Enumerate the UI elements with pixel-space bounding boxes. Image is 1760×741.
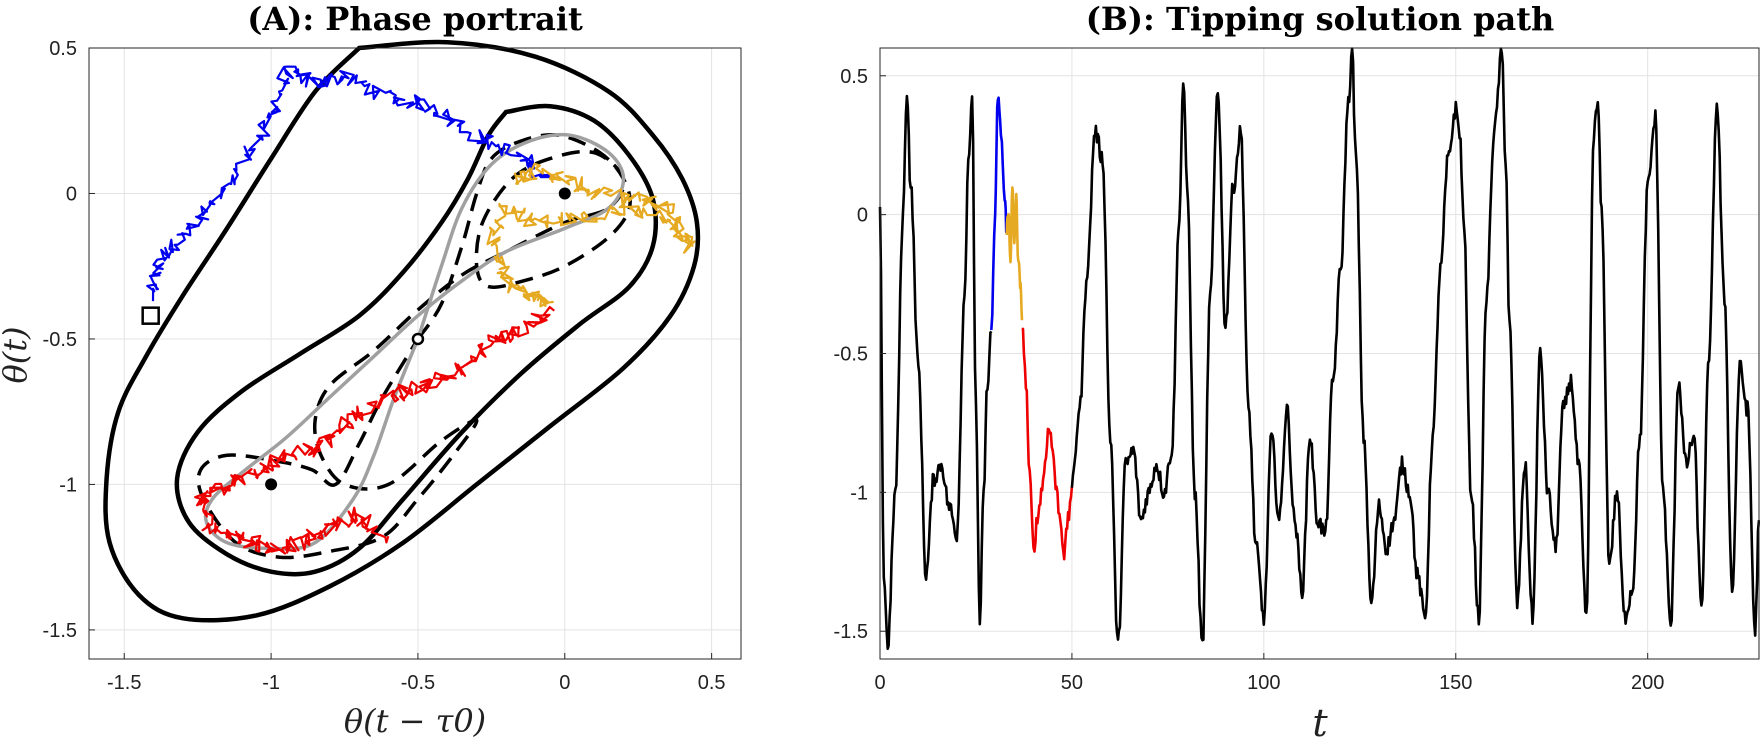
panel-b-xtick-label: 0 [874,672,885,694]
panel-a-tipping-path-blue [146,65,553,302]
panel-a-xlabel: θ(t − τ0) [344,702,486,740]
panel-a-tipping-path-orange [486,162,696,308]
panel-b-ytick-label: -1 [850,482,868,504]
panel-b-tipping-path: (B): Tipping solution path 0 50 100 150 200 -… [834,0,1760,741]
panel-b-xtick-label: 200 [1631,672,1664,694]
panel-a-tipping-path-red-line [194,306,555,555]
panel-a-ticks: -1.5 -1 -0.5 0 0.5 -1.5 -1 -0.5 0 0.5 [43,38,726,694]
panel-a-xtick-label: 0.5 [698,672,726,694]
panel-a-xtick-label: -0.5 [401,672,435,694]
panel-a-saddle-point [411,332,425,346]
panel-a-ytick-label: 0 [66,183,77,205]
panel-a-stable-point-lower [265,478,278,491]
panel-a-ytick-label: -1 [59,474,77,496]
panel-a-plot-area [103,39,701,623]
panel-a-ytick-label: -1.5 [43,620,77,642]
panel-a-title: (A): Phase portrait [247,0,583,38]
panel-b-plot-area [878,47,1760,651]
panel-b-ticks: 0 50 100 150 200 -1.5 -1 -0.5 0 0.5 [834,66,1665,694]
panel-a-stable-point-upper [558,187,571,200]
panel-b-xtick-label: 150 [1439,672,1472,694]
panel-b-xtick-label: 100 [1247,672,1280,694]
panel-b-ytick-label: -1.5 [834,621,868,643]
panel-a-xtick-label: -1 [262,672,280,694]
panel-b-path-black-post [1070,47,1760,642]
panel-b-ytick-label: 0 [857,205,868,227]
panel-b-grid [879,48,1759,659]
panel-b-path-red [1021,327,1074,561]
panel-a-axes-frame [88,47,742,660]
panel-b-path-black-pre [878,94,993,651]
panel-a-inner-solid-orbit [174,103,659,577]
panel-b-ytick-label: -0.5 [834,344,868,366]
panel-a-tipping-path-blue-line [146,65,553,302]
panel-a-ytick-label: -0.5 [43,329,77,351]
panel-a-tipping-path-orange-line [486,162,696,308]
panel-a-unstable-figure-eight [203,132,626,551]
panel-a-phase-portrait: (A): Phase portrait -1.5 -1 -0.5 0 0.5-1.5-1… [0,0,742,740]
panel-b-path-blue [990,96,1008,331]
panel-a-xtick-label: -1.5 [107,672,141,694]
panel-b-xtick-label: 50 [1061,672,1083,694]
panel-b-xlabel: t [1312,701,1328,741]
panel-b-path-orange [1005,186,1024,321]
panel-a-ylabel: θ(t) [0,326,34,383]
panel-a-start-marker [141,306,160,325]
panel-a-grid [89,47,741,659]
panel-a-outer-solid-orbit [103,39,701,623]
panel-a-xtick-label: 0 [559,672,570,694]
panel-a-tipping-path-red [194,306,555,555]
panel-b-ytick-label: 0.5 [840,66,868,88]
panel-b-title: (B): Tipping solution path [1086,0,1555,38]
panel-a-ytick-label: 0.5 [49,38,77,60]
